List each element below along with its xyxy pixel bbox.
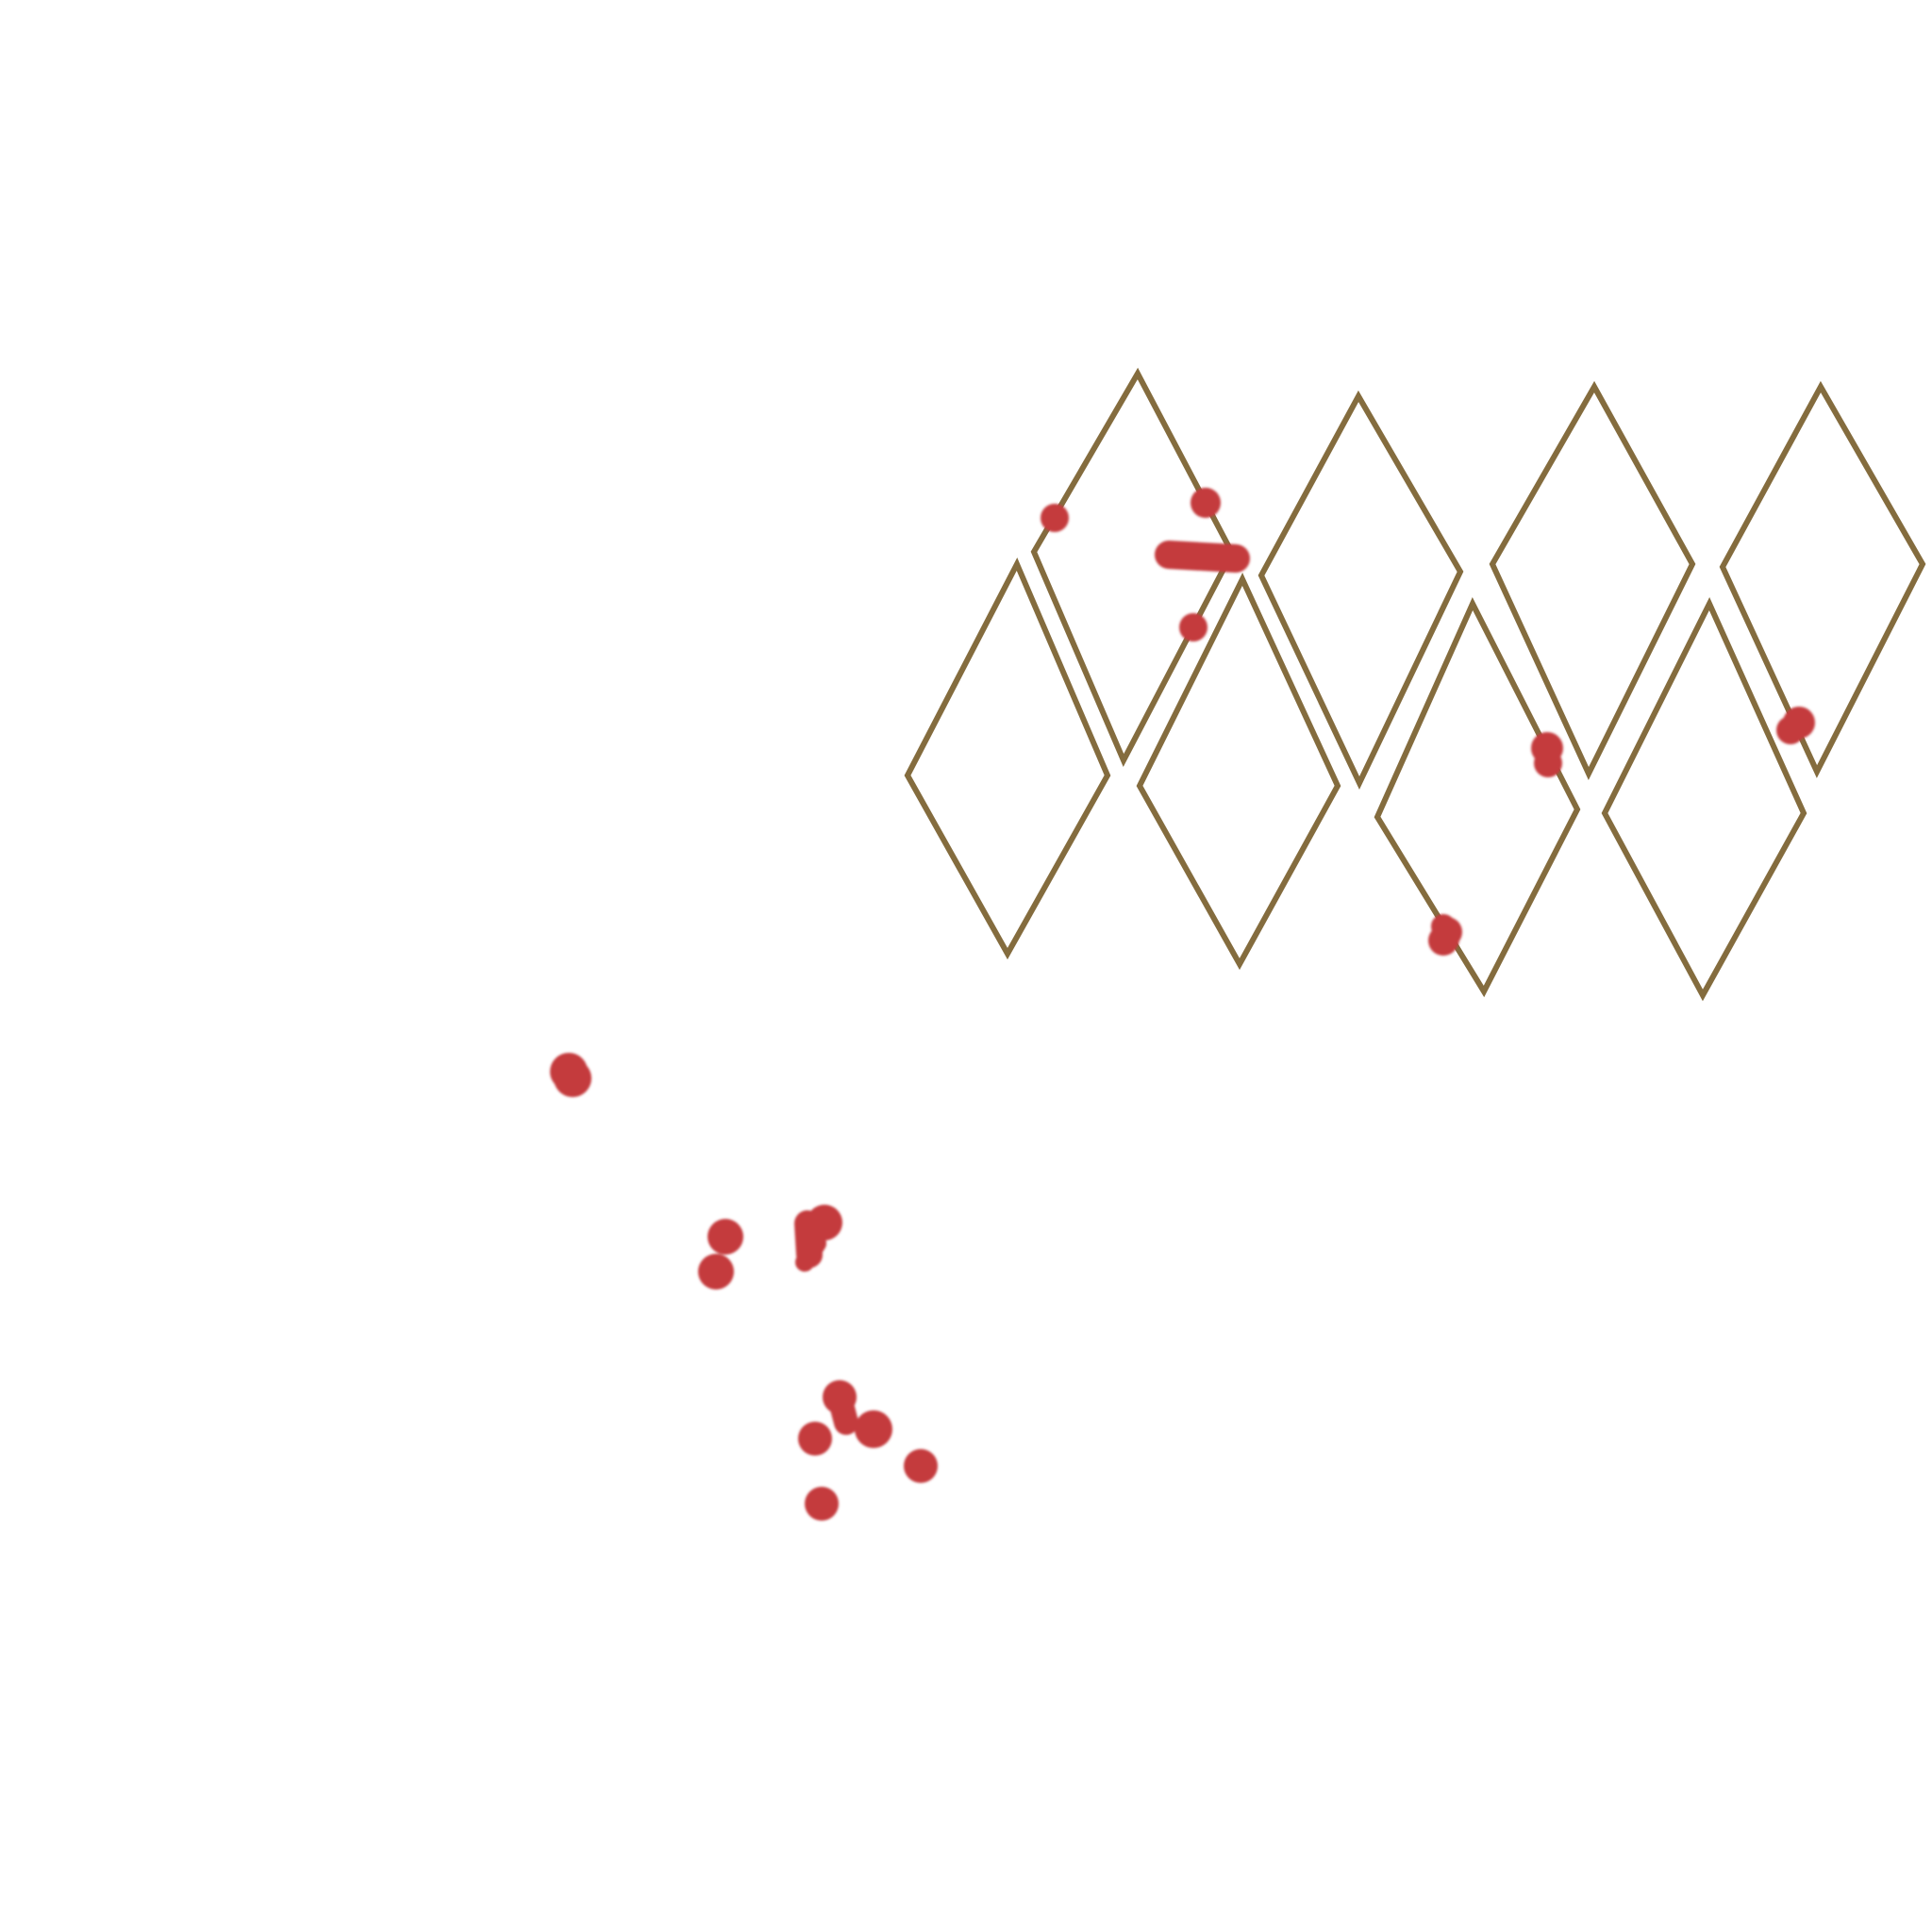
paint-dot-13	[698, 1254, 734, 1290]
paint-stroke-4	[795, 1234, 826, 1272]
paint-dot-12	[708, 1219, 743, 1255]
paint-stroke-1	[1155, 541, 1250, 573]
paint-dot-3	[1179, 613, 1208, 641]
paint-dot-18	[904, 1449, 938, 1483]
paint-stroke-6	[1431, 914, 1459, 952]
paint-dot-1	[1041, 504, 1069, 532]
paint-dot-2	[1191, 488, 1221, 518]
diamond-outline-4	[1719, 380, 1926, 778]
paint-dot-11	[550, 1053, 588, 1091]
paint-dot-16	[855, 1410, 892, 1448]
paint-stroke-5	[827, 1385, 858, 1435]
diamond-outline-2	[1257, 390, 1464, 790]
paint-dot-17	[798, 1422, 832, 1456]
paint-dot-9	[1776, 716, 1805, 744]
diamond-outline-8	[1601, 597, 1807, 1002]
paint-dot-19	[805, 1487, 839, 1521]
diamond-outline-5	[904, 557, 1111, 960]
diamond-outline-6	[1136, 573, 1341, 971]
paint-dot-5	[1534, 749, 1562, 777]
paint-marks	[550, 488, 1815, 1521]
diamond-outline-3	[1489, 380, 1696, 780]
diamond-pattern	[904, 367, 1926, 1002]
diamond-outline-7	[1374, 597, 1581, 998]
